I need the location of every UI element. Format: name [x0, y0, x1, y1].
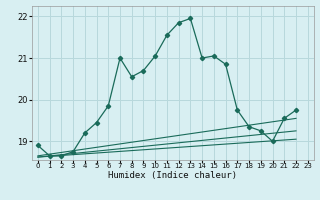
X-axis label: Humidex (Indice chaleur): Humidex (Indice chaleur) — [108, 171, 237, 180]
